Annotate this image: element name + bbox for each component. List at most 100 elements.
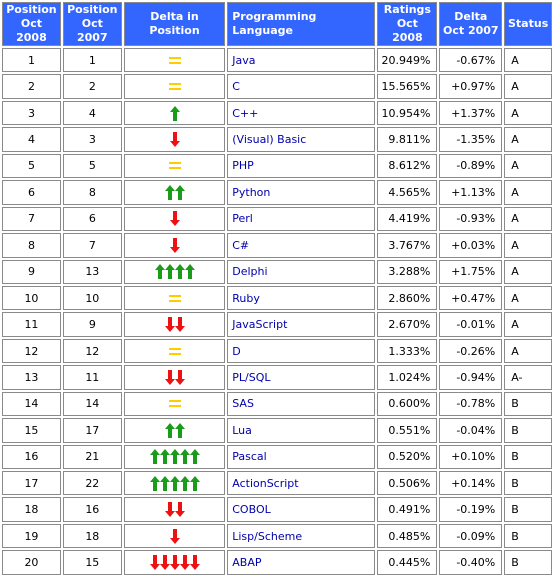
delta-position-cell: [123, 471, 226, 496]
delta-icons: [128, 49, 222, 71]
position-2007-cell: 22: [62, 471, 122, 496]
down-arrow-icon: [174, 369, 185, 385]
up-arrow-icon: [164, 264, 175, 280]
language-link[interactable]: C: [227, 74, 376, 99]
status-cell: A: [504, 259, 552, 284]
header-row: Position Oct 2008 Position Oct 2007 Delta …: [2, 2, 552, 46]
up-arrow-icon: [169, 105, 180, 121]
delta-icons: [128, 393, 222, 415]
rating-cell: 2.860%: [377, 285, 438, 311]
delta-rating-cell: +0.47%: [439, 285, 503, 311]
language-link[interactable]: C++: [227, 100, 376, 126]
status-cell: A: [504, 233, 552, 258]
position-2007-cell: 11: [62, 365, 122, 390]
delta-position-cell: [123, 497, 226, 522]
language-link[interactable]: Java: [227, 48, 376, 73]
delta-position-cell: [123, 550, 226, 575]
delta-rating-cell: -0.09%: [439, 523, 503, 549]
up-arrow-icon: [159, 475, 170, 491]
language-link[interactable]: Delphi: [227, 259, 376, 284]
up-arrow-icon: [169, 449, 180, 465]
language-link[interactable]: COBOL: [227, 497, 376, 522]
position-2008-cell: 14: [2, 391, 61, 417]
position-2007-cell: 13: [62, 259, 122, 284]
column-header-ratings: Ratings Oct 2008: [377, 2, 438, 46]
delta-rating-cell: +0.14%: [439, 471, 503, 496]
language-link[interactable]: C#: [227, 233, 376, 258]
status-cell: B: [504, 471, 552, 496]
table-row: 15 17 Lua 0.551% -0.04% B: [2, 418, 552, 443]
table-row: 5 5 PHP 8.612% -0.89% A: [2, 153, 552, 179]
language-link[interactable]: JavaScript: [227, 312, 376, 337]
language-link[interactable]: PHP: [227, 153, 376, 179]
delta-position-cell: [123, 418, 226, 443]
down-arrow-icon: [149, 555, 160, 571]
language-link[interactable]: PL/SQL: [227, 365, 376, 390]
delta-position-cell: [123, 391, 226, 417]
language-link[interactable]: (Visual) Basic: [227, 127, 376, 152]
delta-position-cell: [123, 259, 226, 284]
language-link[interactable]: Perl: [227, 206, 376, 232]
language-link[interactable]: Pascal: [227, 444, 376, 469]
table-row: 16 21 Pascal 0.520% +0.10% B: [2, 444, 552, 469]
up-arrow-icon: [179, 449, 190, 465]
table-row: 8 7 C# 3.767% +0.03% A: [2, 233, 552, 258]
delta-icons: [128, 75, 222, 97]
position-2008-cell: 5: [2, 153, 61, 179]
language-link[interactable]: Ruby: [227, 285, 376, 311]
language-link[interactable]: ActionScript: [227, 471, 376, 496]
delta-icons: [128, 313, 222, 335]
equal-icon: [168, 400, 181, 408]
equal-icon: [168, 347, 181, 355]
status-cell: A: [504, 206, 552, 232]
delta-icons: [128, 525, 222, 547]
status-cell: A-: [504, 365, 552, 390]
delta-position-cell: [123, 206, 226, 232]
rating-cell: 3.767%: [377, 233, 438, 258]
delta-rating-cell: -0.19%: [439, 497, 503, 522]
position-2007-cell: 3: [62, 127, 122, 152]
status-cell: B: [504, 523, 552, 549]
delta-position-cell: [123, 153, 226, 179]
position-2007-cell: 15: [62, 550, 122, 575]
delta-rating-cell: -0.89%: [439, 153, 503, 179]
delta-icons: [128, 419, 222, 441]
delta-rating-cell: -1.35%: [439, 127, 503, 152]
rating-cell: 4.565%: [377, 180, 438, 205]
language-link[interactable]: Lisp/Scheme: [227, 523, 376, 549]
delta-position-cell: [123, 100, 226, 126]
position-2007-cell: 5: [62, 153, 122, 179]
delta-icons: [128, 472, 222, 494]
position-2008-cell: 9: [2, 259, 61, 284]
language-link[interactable]: Lua: [227, 418, 376, 443]
language-link[interactable]: SAS: [227, 391, 376, 417]
language-link[interactable]: Python: [227, 180, 376, 205]
status-cell: A: [504, 312, 552, 337]
down-arrow-icon: [169, 132, 180, 148]
table-row: 20 15 ABAP 0.445% -0.40% B: [2, 550, 552, 575]
table-row: 11 9 JavaScript 2.670% -0.01% A: [2, 312, 552, 337]
delta-rating-cell: -0.40%: [439, 550, 503, 575]
up-arrow-icon: [184, 264, 195, 280]
language-link[interactable]: D: [227, 338, 376, 364]
position-2008-cell: 3: [2, 100, 61, 126]
language-link[interactable]: ABAP: [227, 550, 376, 575]
up-arrow-icon: [189, 475, 200, 491]
delta-icons: [128, 261, 222, 283]
delta-icons: [128, 340, 222, 362]
delta-position-cell: [123, 365, 226, 390]
up-arrow-icon: [174, 422, 185, 438]
up-arrow-icon: [154, 264, 165, 280]
position-2007-cell: 14: [62, 391, 122, 417]
down-arrow-icon: [164, 502, 175, 518]
position-2008-cell: 8: [2, 233, 61, 258]
status-cell: A: [504, 180, 552, 205]
column-header-position-2007: Position Oct 2007: [62, 2, 122, 46]
table-row: 4 3 (Visual) Basic 9.811% -1.35% A: [2, 127, 552, 152]
rating-cell: 0.551%: [377, 418, 438, 443]
position-2008-cell: 1: [2, 48, 61, 73]
delta-icons: [128, 498, 222, 520]
delta-rating-cell: +0.97%: [439, 74, 503, 99]
delta-icons: [128, 234, 222, 256]
rating-cell: 4.419%: [377, 206, 438, 232]
